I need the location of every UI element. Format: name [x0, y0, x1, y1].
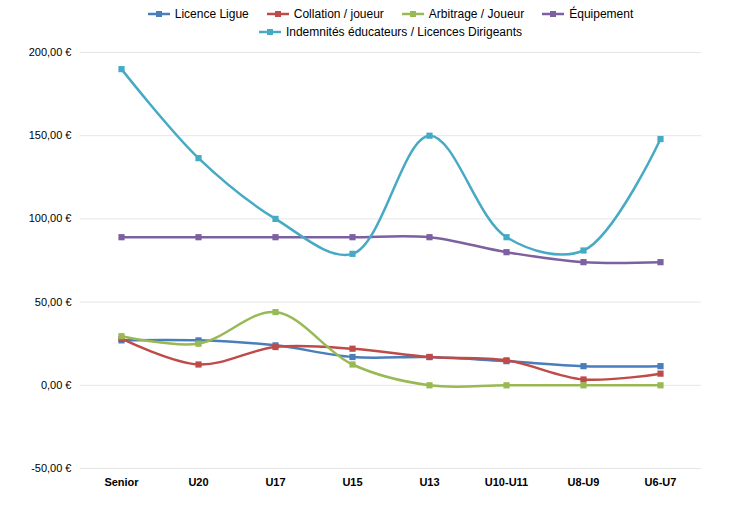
svg-text:0,00 €: 0,00 €	[41, 379, 72, 391]
svg-text:100,00 €: 100,00 €	[29, 212, 72, 224]
html-text:Arbitrage / Joueur: Arbitrage / Joueur	[428, 7, 525, 21]
svg-text:U6-U7: U6-U7	[645, 476, 677, 488]
svg-text:U20: U20	[188, 476, 208, 488]
svg-text:U13: U13	[419, 476, 439, 488]
svg-text:U17: U17	[265, 476, 285, 488]
svg-text:U8-U9: U8-U9	[568, 476, 600, 488]
svg-text:U10-U11: U10-U11	[485, 476, 528, 488]
svg-text:-50,00 €: -50,00 €	[31, 462, 71, 474]
html-text:Collation / joueur: Collation / joueur	[293, 7, 384, 21]
html-text:Indemnités éducateurs / Licenc: Indemnités éducateurs / Licences Dirigea…	[285, 25, 523, 39]
svg-text:200,00 €: 200,00 €	[29, 46, 72, 58]
svg-text:50,00 €: 50,00 €	[35, 296, 72, 308]
html-text:Équipement: Équipement	[569, 7, 634, 21]
svg-text:Senior: Senior	[104, 476, 139, 488]
svg-text:150,00 €: 150,00 €	[29, 129, 72, 141]
svg-text:U15: U15	[342, 476, 362, 488]
html-text:Licence Ligue: Licence Ligue	[174, 7, 249, 21]
